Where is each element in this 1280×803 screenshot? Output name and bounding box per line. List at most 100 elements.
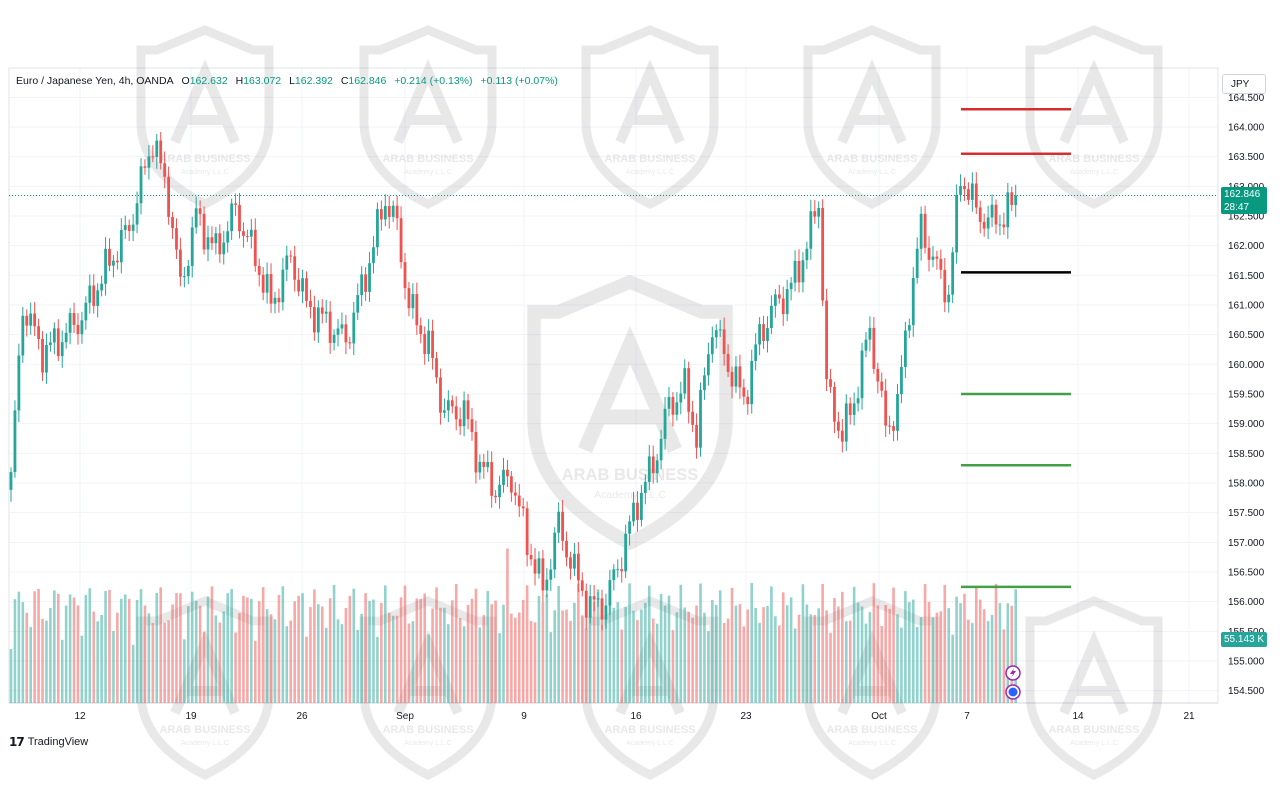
candle-body — [234, 203, 237, 205]
volume-bar — [29, 626, 32, 703]
volume-bar — [368, 600, 371, 703]
candle-body — [970, 183, 974, 200]
close-label: C — [340, 75, 349, 87]
candle-body — [506, 469, 509, 477]
volume-bar — [691, 617, 694, 703]
candle-body — [955, 194, 958, 253]
candle-body — [947, 294, 951, 303]
candle-body — [431, 330, 434, 359]
volume-bar — [671, 630, 675, 703]
x-tick-label: Oct — [871, 711, 887, 722]
candle-body — [320, 307, 324, 314]
lightning-icon — [1005, 665, 1021, 681]
candle-body — [671, 396, 675, 415]
volume-bar — [813, 615, 817, 703]
candle-body — [781, 298, 785, 315]
candle-body — [171, 216, 174, 229]
x-axis[interactable]: 12 19 26 Sep 9 16 23 Oct 7 14 21 — [74, 711, 1195, 722]
volume-bar — [112, 631, 115, 703]
volume-bar — [151, 623, 155, 703]
candle-body — [265, 274, 269, 293]
chart-icons — [1005, 665, 1021, 700]
candle-body — [545, 579, 549, 591]
candle-body — [155, 140, 159, 157]
candle-body — [714, 330, 718, 338]
shield-outline — [136, 596, 274, 781]
candle-body — [939, 258, 943, 270]
volume-bar — [309, 607, 312, 703]
candle-body — [395, 205, 399, 219]
y-axis[interactable]: 164.500164.000163.500163.000162.500162.0… — [1228, 93, 1265, 697]
candle-body — [186, 265, 190, 277]
volume-bar — [1006, 603, 1010, 703]
watermark-subtext: Academy L.L.C — [594, 489, 666, 501]
currency-button[interactable]: JPY — [1222, 74, 1266, 94]
volume-bar — [159, 587, 163, 703]
candle-body — [80, 320, 84, 335]
volume-bar — [403, 585, 407, 703]
volume-bar — [644, 602, 647, 703]
candle-body — [143, 166, 147, 168]
candle-body — [25, 315, 29, 326]
volume-bar — [726, 618, 730, 703]
candle-body — [569, 557, 572, 569]
candle-body — [990, 204, 994, 218]
high-label: H — [235, 75, 244, 87]
volume-bar — [829, 632, 832, 703]
volume-bar — [257, 601, 261, 703]
volume-bar — [569, 620, 572, 703]
volume-bar — [443, 607, 446, 703]
candle-body — [490, 462, 494, 496]
volume-bar — [80, 635, 84, 703]
shield-outline — [359, 25, 497, 210]
candle-body — [907, 325, 911, 331]
volume-bar — [908, 601, 911, 703]
candle-body — [600, 598, 604, 620]
volume-bar — [336, 619, 340, 703]
candle-body — [293, 256, 297, 280]
volume-bar — [888, 608, 891, 703]
candle-body — [710, 337, 714, 355]
y-tick-label: 160.000 — [1228, 360, 1265, 371]
volume-bar — [502, 604, 505, 703]
volume-bar — [285, 626, 289, 703]
tradingview-logo[interactable]: 𝟭𝟳 TradingView — [9, 735, 88, 749]
volume-bar — [915, 627, 919, 703]
watermark-shield-icon: ARAB BUSINESS Academy L.L.C — [803, 25, 941, 210]
candle-body — [340, 324, 344, 329]
candle-body — [249, 229, 253, 237]
volume-bar — [994, 583, 998, 703]
candle-body — [624, 533, 628, 572]
volume-bar — [439, 607, 442, 703]
candle-body — [978, 207, 982, 222]
volume-bar — [317, 604, 320, 703]
watermark-text: ARAB BUSINESS — [826, 724, 917, 736]
candle-body — [513, 492, 517, 496]
candle-body — [691, 411, 695, 425]
y-tick-label: 163.500 — [1228, 152, 1265, 163]
candle-body — [604, 605, 608, 620]
candle-body — [525, 508, 529, 555]
candle-body — [592, 596, 596, 600]
candle-body — [246, 235, 249, 237]
open-value: 162.632 — [189, 75, 228, 87]
candle-body — [998, 224, 1002, 226]
volume-bar — [679, 584, 683, 703]
candle-body — [695, 424, 698, 448]
watermark-subtext: Academy L.L.C — [848, 169, 896, 176]
volume-bar — [33, 591, 36, 703]
volume-bar — [53, 590, 56, 703]
candle-body — [127, 225, 131, 231]
candle-body — [486, 462, 490, 468]
volume-bar — [856, 602, 860, 703]
volume-bar — [281, 586, 285, 703]
candle-body — [549, 569, 553, 580]
horizontal-levels[interactable] — [961, 107, 1071, 589]
volume-bar — [935, 612, 939, 703]
volume-bar — [423, 593, 426, 703]
candle-body — [919, 213, 923, 249]
candle-body — [640, 492, 643, 520]
candle-body — [931, 256, 935, 260]
